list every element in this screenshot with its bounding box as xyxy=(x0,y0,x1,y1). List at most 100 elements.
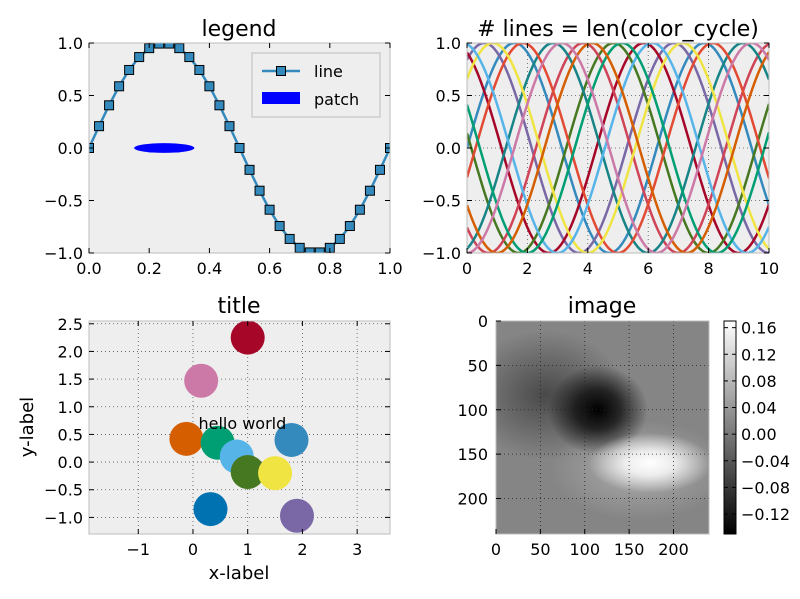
colorbar-tick-label: 0.00 xyxy=(741,425,777,444)
subplot-scatter: title hello world −1 0 1 2 3 −1.0 −0.5 0.0 0.5 1.… xyxy=(17,294,391,584)
colorbar-tick-label: 0.16 xyxy=(741,319,777,338)
y-tick-label: 1.5 xyxy=(58,370,83,389)
heatmap-image xyxy=(496,321,709,534)
patch-ellipse xyxy=(134,143,195,153)
x-tick-label: 0.6 xyxy=(257,259,282,278)
scatter-point xyxy=(230,455,265,490)
subplot-legend: legend 0.0 0.2 0.4 0.6 0.8 1.0 −1.0 −0.5 0.0 0.5 1… xyxy=(44,17,403,278)
x-tick-label: 1 xyxy=(243,540,253,559)
line-marker xyxy=(234,143,245,153)
line-marker xyxy=(184,52,195,63)
line-marker xyxy=(124,64,135,75)
x-tick-label: 0 xyxy=(491,540,501,559)
x-tick-label: 0.0 xyxy=(76,259,101,278)
colorbar-tick-label: −0.08 xyxy=(741,478,790,497)
line-marker xyxy=(264,204,275,215)
y-tick-label: 0 xyxy=(478,312,488,331)
x-tick-label: 50 xyxy=(530,540,550,559)
cycle-line xyxy=(467,43,769,253)
x-tick-label: 200 xyxy=(658,540,689,559)
y-tick-label: −0.5 xyxy=(44,192,83,211)
colorbar xyxy=(723,320,737,535)
y-tick-label: 1.0 xyxy=(58,34,83,53)
y-tick-label: −1.0 xyxy=(422,244,461,263)
x-tick-label: −1 xyxy=(126,540,150,559)
y-tick-label: −1.0 xyxy=(44,508,83,527)
line-marker xyxy=(214,100,225,111)
legend-entry-line: line xyxy=(314,62,343,81)
line-marker xyxy=(244,164,255,175)
y-tick-label: 2.5 xyxy=(58,315,83,334)
line-marker xyxy=(294,242,305,253)
plot-frame xyxy=(495,320,710,535)
y-tick-label: 0.5 xyxy=(58,87,83,106)
line-marker xyxy=(114,81,125,92)
chart-title: title xyxy=(217,294,260,319)
y-tick-label: 0.0 xyxy=(58,139,83,158)
y-tick-label: 0.5 xyxy=(58,425,83,444)
colorbar-tick-label: −0.12 xyxy=(741,505,790,524)
x-tick-label: 150 xyxy=(614,540,645,559)
y-tick-label: 1.0 xyxy=(58,398,83,417)
colorbar-tick-label: 0.04 xyxy=(741,399,777,418)
x-tick-label: 0.4 xyxy=(197,259,222,278)
scatter-point xyxy=(184,363,219,398)
line-marker xyxy=(204,81,215,92)
chart-title: image xyxy=(568,294,637,319)
x-axis-label: x-label xyxy=(209,563,270,584)
cycle-line xyxy=(467,43,769,253)
x-tick-label: 0 xyxy=(462,259,472,278)
colorbar-tick-label: 0.08 xyxy=(741,372,777,391)
colorbar-tick-label: −0.04 xyxy=(741,452,790,471)
x-tick-label: 8 xyxy=(704,259,714,278)
line-marker xyxy=(134,52,145,63)
line-marker xyxy=(374,164,385,175)
x-tick-label: 100 xyxy=(569,540,600,559)
x-tick-label: 0.2 xyxy=(136,259,161,278)
line-marker xyxy=(254,185,265,196)
y-tick-label: 0.0 xyxy=(436,139,461,158)
line-marker xyxy=(174,43,185,54)
legend-patch-sample xyxy=(262,92,300,104)
heatmap-minimum xyxy=(548,365,648,455)
legend-box: line patch xyxy=(251,52,381,118)
y-tick-label: −0.5 xyxy=(422,192,461,211)
scatter-point xyxy=(279,498,314,533)
subplot-color-cycle: # lines = len(color_cycle) 0 2 4 6 8 10 −1.0 −0… xyxy=(422,17,779,278)
chart-title: # lines = len(color_cycle) xyxy=(477,17,759,42)
x-tick-label: 2 xyxy=(297,540,307,559)
line-marker xyxy=(344,221,355,232)
x-tick-label: 0 xyxy=(188,540,198,559)
line-marker xyxy=(104,100,115,111)
y-tick-label: 50 xyxy=(468,356,488,375)
scatter-point xyxy=(193,492,228,527)
x-tick-label: 6 xyxy=(643,259,653,278)
x-tick-label: 2 xyxy=(522,259,532,278)
y-tick-label: 150 xyxy=(457,445,488,464)
cycle-line xyxy=(467,43,769,253)
y-axis-label: y-label xyxy=(17,397,38,457)
line-marker xyxy=(354,204,365,215)
scatter-point xyxy=(230,321,265,355)
legend-entry-patch: patch xyxy=(314,90,359,109)
y-tick-label: 2.0 xyxy=(58,342,83,361)
chart-title: legend xyxy=(201,17,276,42)
y-tick-label: 200 xyxy=(457,490,488,509)
y-tick-label: −1.0 xyxy=(44,244,83,263)
annotation-text: hello world xyxy=(198,414,286,433)
y-tick-label: −0.5 xyxy=(44,481,83,500)
y-tick-label: 0.5 xyxy=(436,87,461,106)
heatmap-maximum xyxy=(588,433,709,493)
colorbar-tick-label: 0.12 xyxy=(741,345,777,364)
y-tick-label: 1.0 xyxy=(436,34,461,53)
x-tick-label: 0.8 xyxy=(317,259,342,278)
subplot-image: image xyxy=(457,294,790,559)
line-marker xyxy=(154,43,165,49)
y-tick-label: 0.0 xyxy=(58,453,83,472)
line-marker xyxy=(304,247,315,253)
scatter-point xyxy=(169,421,204,456)
line-marker xyxy=(164,43,175,49)
scatter-point xyxy=(274,422,309,457)
line-marker xyxy=(334,233,345,244)
